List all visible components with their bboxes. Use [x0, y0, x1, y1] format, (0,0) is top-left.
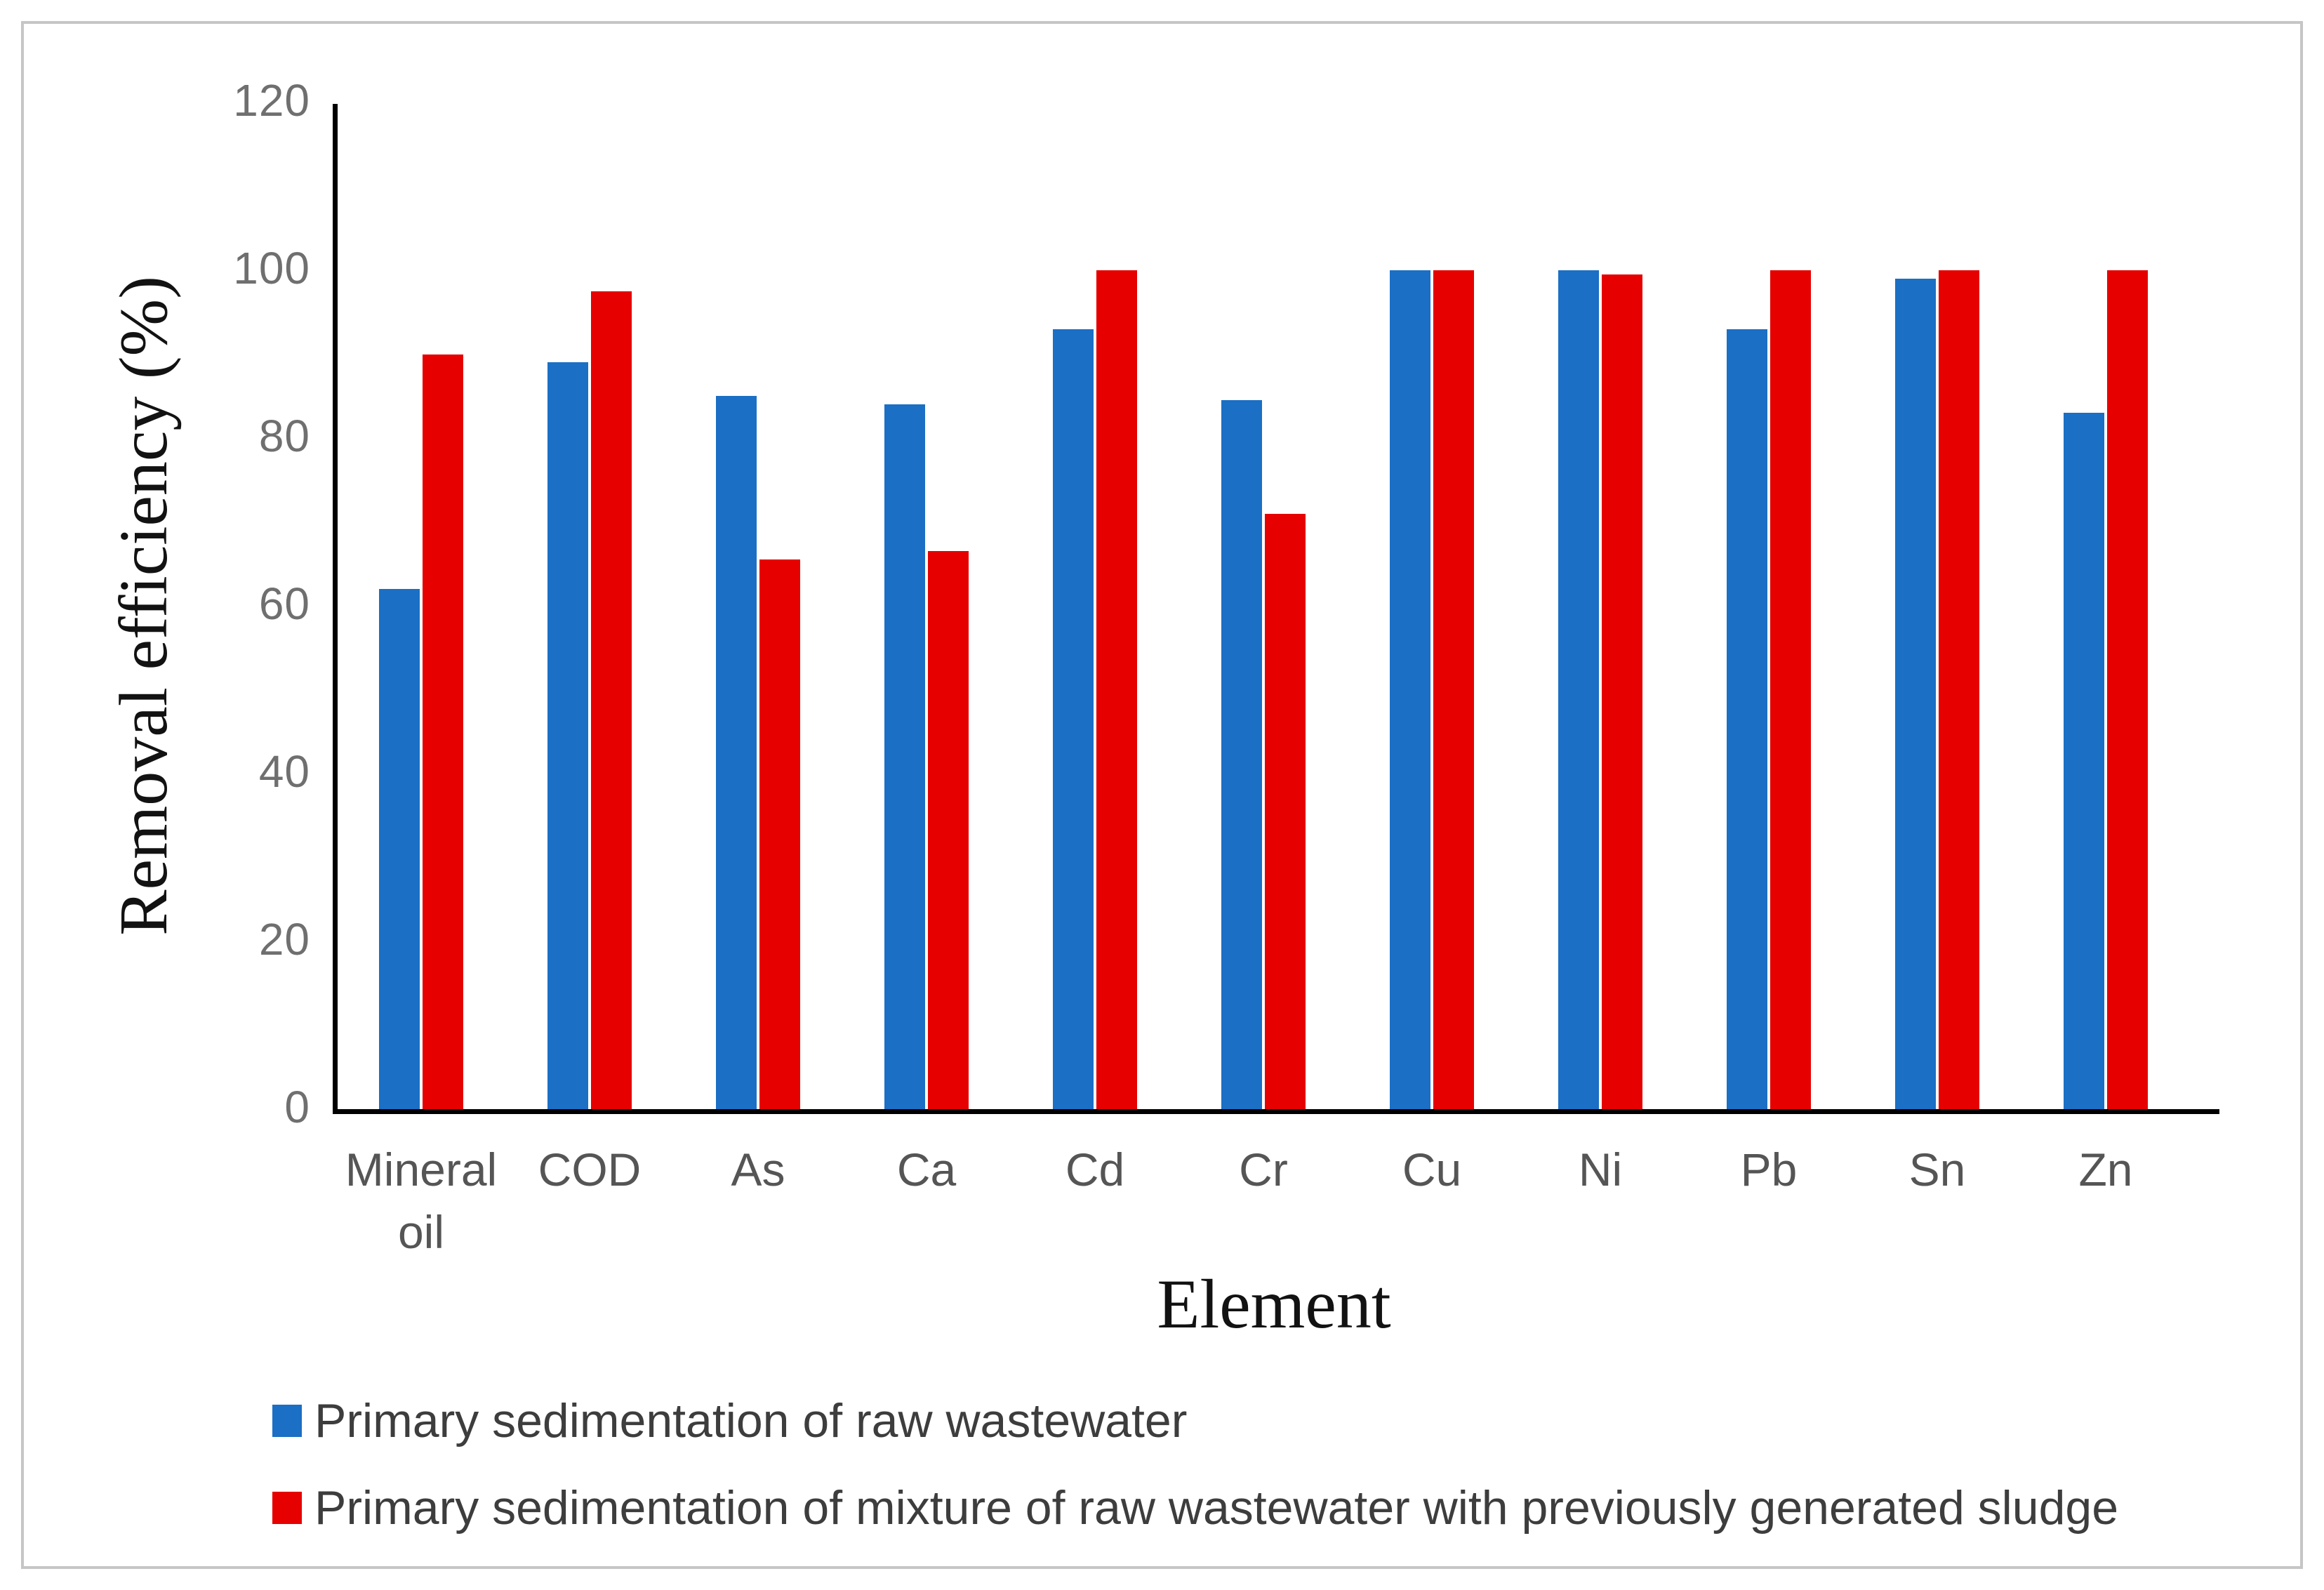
legend-label: Primary sedimentation of raw wastewater — [314, 1394, 1188, 1447]
x-tick-label-zn: Zn — [2078, 1144, 2133, 1195]
legend: Primary sedimentation of raw wastewater P… — [272, 1393, 2118, 1568]
legend-swatch-icon — [272, 1492, 302, 1524]
x-axis-line — [333, 1109, 2219, 1114]
y-axis-line — [333, 104, 338, 1114]
legend-label: Primary sedimentation of mixture of raw … — [314, 1481, 2119, 1535]
bar-series1-ca — [884, 404, 925, 1109]
bar-series1-sn — [1895, 278, 1936, 1109]
bar-series2-cr — [1265, 513, 1306, 1109]
bar-series2-cu — [1433, 270, 1474, 1109]
bar-series1-mineral-oil — [379, 589, 420, 1109]
bar-series1-as — [716, 396, 757, 1109]
bar-series2-ca — [928, 551, 969, 1109]
x-tick-label-cr: Cr — [1239, 1144, 1288, 1195]
x-tick-label-as: As — [731, 1144, 785, 1195]
legend-item-2: Primary sedimentation of mixture of raw … — [272, 1480, 2118, 1535]
y-axis-title: Removal efficiency (%) — [106, 276, 182, 936]
bar-series1-cd — [1053, 329, 1094, 1109]
x-axis-title: Element — [1157, 1265, 1391, 1343]
x-tick-label-ca: Ca — [896, 1144, 957, 1195]
y-tick-label-20: 20 — [258, 914, 310, 965]
x-tick-label-cod: COD — [538, 1144, 642, 1195]
legend-item-1: Primary sedimentation of raw wastewater — [272, 1393, 2118, 1448]
y-tick-label-60: 60 — [258, 578, 310, 630]
legend-swatch-icon — [272, 1405, 302, 1437]
bar-series1-cod — [547, 362, 588, 1109]
y-tick-label-80: 80 — [258, 411, 310, 462]
y-tick-label-100: 100 — [233, 243, 310, 294]
bar-series2-ni — [1602, 274, 1642, 1109]
bar-series1-cr — [1221, 400, 1262, 1109]
bar-series2-zn — [2107, 270, 2148, 1109]
bar-series2-cd — [1096, 270, 1137, 1109]
bar-series2-sn — [1939, 270, 1979, 1109]
bar-series1-ni — [1558, 270, 1599, 1109]
x-tick-label-pb: Pb — [1740, 1144, 1798, 1195]
bar-series1-pb — [1727, 329, 1767, 1109]
bar-series2-as — [759, 559, 800, 1109]
x-tick-label-cd: Cd — [1065, 1144, 1125, 1195]
bar-series2-cod — [591, 291, 632, 1109]
x-tick-label-mineral-oil: Mineral oil — [345, 1144, 498, 1259]
y-tick-label-120: 120 — [233, 75, 310, 126]
x-tick-label-cu: Cu — [1402, 1144, 1462, 1195]
x-tick-label-sn: Sn — [1908, 1144, 1966, 1195]
bar-series1-cu — [1390, 270, 1430, 1109]
bar-series1-zn — [2064, 413, 2104, 1109]
y-tick-label-0: 0 — [284, 1082, 310, 1133]
bar-series2-mineral-oil — [423, 354, 463, 1109]
bar-series2-pb — [1770, 270, 1811, 1109]
plot-area — [337, 102, 2211, 1109]
x-tick-label-ni: Ni — [1578, 1144, 1623, 1195]
y-tick-label-40: 40 — [258, 746, 310, 797]
